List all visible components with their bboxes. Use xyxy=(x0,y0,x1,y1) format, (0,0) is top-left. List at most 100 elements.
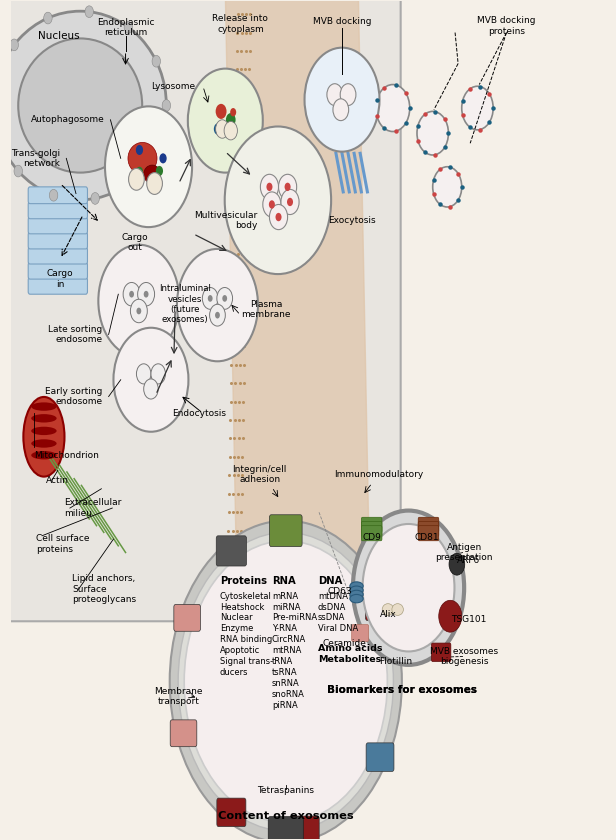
Circle shape xyxy=(188,69,263,172)
Circle shape xyxy=(462,87,493,130)
Circle shape xyxy=(226,113,235,127)
FancyBboxPatch shape xyxy=(28,186,87,203)
Ellipse shape xyxy=(350,582,363,591)
Text: Amino acids: Amino acids xyxy=(318,643,383,653)
Circle shape xyxy=(169,521,402,840)
Circle shape xyxy=(263,192,281,217)
Text: Proteins: Proteins xyxy=(220,576,267,586)
FancyBboxPatch shape xyxy=(216,536,246,566)
Circle shape xyxy=(99,244,179,357)
FancyBboxPatch shape xyxy=(431,643,451,662)
Circle shape xyxy=(137,282,155,306)
Circle shape xyxy=(144,291,148,297)
Circle shape xyxy=(285,182,291,191)
Text: miRNA: miRNA xyxy=(272,602,301,612)
Ellipse shape xyxy=(350,595,363,603)
Text: Flotillin: Flotillin xyxy=(379,657,411,666)
Ellipse shape xyxy=(31,451,57,459)
Circle shape xyxy=(113,328,188,432)
Circle shape xyxy=(269,204,288,229)
FancyBboxPatch shape xyxy=(418,526,439,541)
FancyBboxPatch shape xyxy=(290,816,319,840)
Text: CD9: CD9 xyxy=(362,533,381,542)
Text: Actin: Actin xyxy=(46,476,69,485)
Circle shape xyxy=(160,154,167,164)
Circle shape xyxy=(152,55,161,67)
Text: mRNA: mRNA xyxy=(272,591,298,601)
Text: Nuclear: Nuclear xyxy=(220,613,253,622)
Text: ARF6: ARF6 xyxy=(457,556,480,565)
Text: Intraluminal
vesicles
(future
exosomes): Intraluminal vesicles (future exosomes) xyxy=(159,284,211,324)
Circle shape xyxy=(129,168,144,190)
Text: CircRNA: CircRNA xyxy=(272,635,306,644)
Polygon shape xyxy=(225,0,370,617)
Circle shape xyxy=(144,379,158,399)
FancyBboxPatch shape xyxy=(28,217,87,234)
Text: Ceramide: Ceramide xyxy=(323,638,367,648)
Text: tRNA: tRNA xyxy=(272,657,293,666)
FancyBboxPatch shape xyxy=(268,816,303,840)
Text: Autophagosome: Autophagosome xyxy=(31,115,104,124)
Text: Y-RNA: Y-RNA xyxy=(272,624,297,633)
Ellipse shape xyxy=(18,39,142,172)
Text: Trans-golgi
network: Trans-golgi network xyxy=(11,149,60,168)
Circle shape xyxy=(124,22,132,33)
Text: RNA binding: RNA binding xyxy=(220,635,272,644)
Circle shape xyxy=(439,601,462,633)
Ellipse shape xyxy=(31,427,57,435)
FancyBboxPatch shape xyxy=(362,526,382,541)
Text: DNA: DNA xyxy=(318,576,342,586)
FancyBboxPatch shape xyxy=(362,517,382,533)
Text: Signal trans-: Signal trans- xyxy=(220,657,273,666)
Text: Alix: Alix xyxy=(379,610,396,619)
Text: Exocytosis: Exocytosis xyxy=(328,216,376,225)
Circle shape xyxy=(376,85,410,132)
Circle shape xyxy=(91,192,99,204)
Text: Pre-miRNA: Pre-miRNA xyxy=(272,613,317,622)
Circle shape xyxy=(136,307,141,314)
Text: Lysosome: Lysosome xyxy=(151,81,195,91)
Circle shape xyxy=(275,213,282,221)
Circle shape xyxy=(267,182,272,191)
Text: MVB docking
proteins: MVB docking proteins xyxy=(477,16,536,35)
Text: CD63: CD63 xyxy=(328,586,352,596)
Text: mtDNA: mtDNA xyxy=(318,591,348,601)
Ellipse shape xyxy=(144,165,161,183)
Circle shape xyxy=(147,172,163,194)
Circle shape xyxy=(162,100,171,112)
Circle shape xyxy=(209,304,225,326)
Circle shape xyxy=(0,126,2,138)
Text: Biomarkers for exosomes: Biomarkers for exosomes xyxy=(328,685,477,695)
Text: piRNA: piRNA xyxy=(272,701,298,710)
FancyBboxPatch shape xyxy=(28,202,87,218)
FancyBboxPatch shape xyxy=(28,262,87,279)
Text: snoRNA: snoRNA xyxy=(272,690,305,699)
Text: Viral DNA: Viral DNA xyxy=(318,624,358,633)
Text: Plasma
membrane: Plasma membrane xyxy=(241,300,291,319)
Ellipse shape xyxy=(382,604,394,616)
Text: Membrane
transport: Membrane transport xyxy=(155,687,203,706)
Ellipse shape xyxy=(31,402,57,411)
Circle shape xyxy=(177,249,258,361)
Circle shape xyxy=(215,312,220,318)
Text: tsRNA: tsRNA xyxy=(272,668,298,677)
Circle shape xyxy=(208,295,213,302)
Circle shape xyxy=(304,48,379,152)
Ellipse shape xyxy=(350,591,363,599)
Text: Nucleus: Nucleus xyxy=(38,31,79,41)
Text: Biomarkers for exosomes: Biomarkers for exosomes xyxy=(328,685,477,695)
Text: Content of exosomes: Content of exosomes xyxy=(218,811,354,821)
Circle shape xyxy=(224,122,237,140)
Text: MVB docking: MVB docking xyxy=(313,17,371,26)
Circle shape xyxy=(417,112,448,155)
Text: Enzyme: Enzyme xyxy=(220,624,253,633)
Text: dsDNA: dsDNA xyxy=(318,602,346,612)
Circle shape xyxy=(216,120,229,139)
Circle shape xyxy=(353,511,464,665)
Text: Metabolites: Metabolites xyxy=(318,655,381,664)
Circle shape xyxy=(449,554,464,575)
Text: CD81: CD81 xyxy=(415,533,439,542)
Circle shape xyxy=(225,127,331,274)
Circle shape xyxy=(105,107,192,227)
Text: Immunomodulatory: Immunomodulatory xyxy=(334,470,423,479)
